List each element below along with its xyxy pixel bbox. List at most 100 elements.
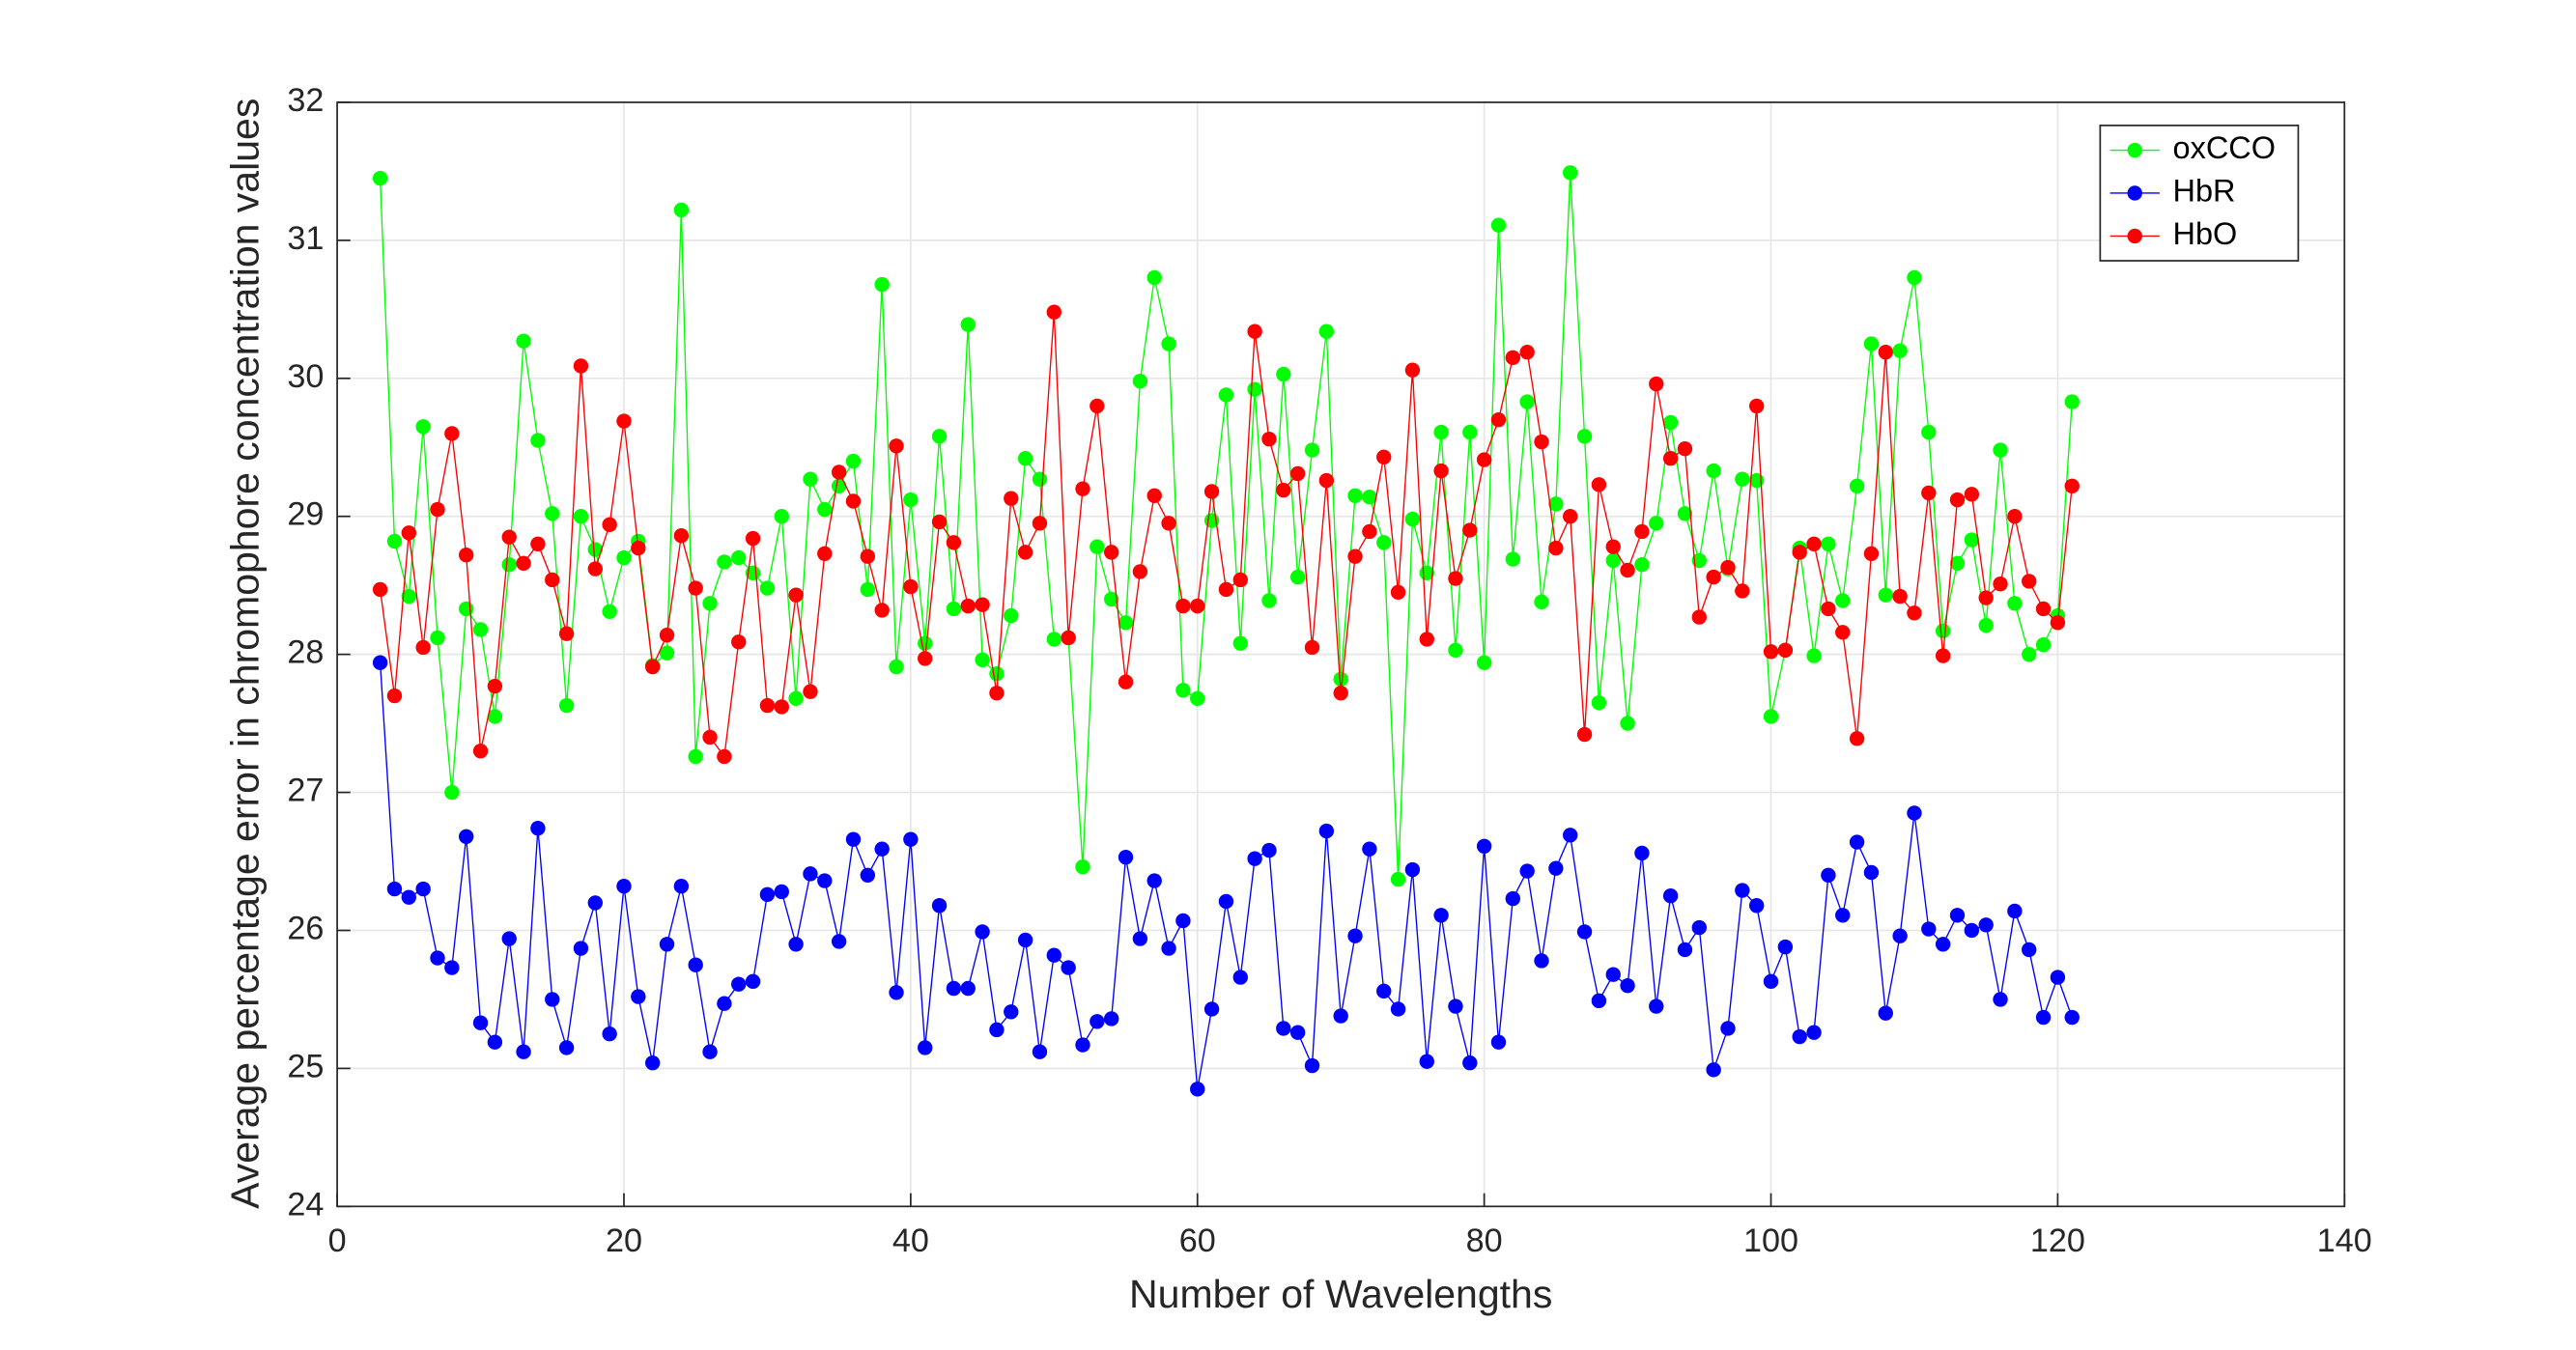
data-point bbox=[702, 729, 718, 745]
data-point bbox=[1706, 1062, 1721, 1078]
data-point bbox=[1390, 1001, 1406, 1017]
data-point bbox=[1835, 593, 1851, 608]
data-point bbox=[1175, 913, 1191, 929]
data-point bbox=[1978, 917, 1994, 933]
data-point bbox=[1620, 977, 1635, 994]
data-point bbox=[487, 1034, 503, 1050]
data-point bbox=[1949, 908, 1966, 923]
legend-marker bbox=[2127, 185, 2142, 201]
data-point bbox=[573, 941, 589, 956]
data-point bbox=[1247, 323, 1262, 339]
data-point bbox=[1634, 523, 1650, 540]
data-point bbox=[1892, 343, 1908, 358]
x-tick-label: 100 bbox=[1743, 1223, 1798, 1259]
data-point bbox=[1261, 593, 1277, 608]
data-point bbox=[1404, 511, 1421, 527]
data-point bbox=[1878, 344, 1893, 360]
data-point bbox=[1017, 451, 1033, 466]
legend: oxCCO HbR HbO bbox=[2099, 125, 2300, 262]
data-point bbox=[659, 645, 675, 661]
data-point bbox=[602, 604, 617, 620]
data-point bbox=[1907, 805, 1922, 821]
data-point bbox=[1146, 269, 1162, 286]
data-point bbox=[1649, 516, 1664, 531]
data-point bbox=[1907, 605, 1922, 621]
data-point bbox=[831, 464, 847, 480]
data-point bbox=[1476, 838, 1492, 854]
data-point bbox=[1247, 851, 1262, 866]
data-point bbox=[1289, 465, 1306, 482]
data-point bbox=[1004, 1004, 1019, 1020]
data-point bbox=[1090, 1014, 1105, 1029]
data-point bbox=[444, 784, 460, 801]
data-point bbox=[1090, 539, 1105, 554]
data-point bbox=[1691, 552, 1707, 569]
data-point bbox=[602, 1026, 617, 1042]
data-point bbox=[731, 549, 747, 566]
data-point bbox=[1132, 931, 1148, 946]
data-point bbox=[1490, 1034, 1507, 1050]
data-point bbox=[1777, 939, 1794, 955]
data-point bbox=[430, 950, 445, 966]
data-point bbox=[960, 317, 976, 332]
data-point bbox=[545, 992, 560, 1007]
data-point bbox=[688, 957, 703, 972]
data-point bbox=[774, 699, 789, 715]
data-point bbox=[931, 898, 948, 914]
data-point bbox=[644, 659, 661, 675]
data-point bbox=[1347, 928, 1363, 943]
data-point bbox=[1835, 908, 1851, 923]
data-point bbox=[1978, 590, 1994, 605]
data-point bbox=[1921, 921, 1937, 937]
data-point bbox=[1993, 577, 2008, 592]
data-point bbox=[1433, 424, 1449, 440]
data-point bbox=[1849, 731, 1865, 746]
data-point bbox=[860, 867, 876, 883]
data-point bbox=[1132, 373, 1148, 389]
data-point bbox=[472, 1015, 489, 1030]
data-point bbox=[702, 1044, 718, 1059]
data-point bbox=[946, 980, 962, 997]
data-point bbox=[1232, 572, 1248, 588]
data-point bbox=[845, 453, 862, 469]
data-point bbox=[1620, 716, 1635, 731]
data-point bbox=[1792, 1028, 1807, 1045]
data-point bbox=[516, 555, 531, 572]
data-point bbox=[1720, 1021, 1736, 1036]
data-point bbox=[1190, 690, 1205, 707]
data-point bbox=[1448, 642, 1463, 659]
data-point bbox=[1433, 908, 1449, 923]
data-point bbox=[717, 748, 732, 765]
data-point bbox=[587, 561, 603, 577]
data-point bbox=[1118, 850, 1134, 865]
data-point bbox=[759, 697, 776, 714]
data-point bbox=[1333, 1008, 1348, 1024]
data-point bbox=[616, 549, 632, 566]
data-point bbox=[1691, 609, 1707, 625]
data-point bbox=[1519, 344, 1535, 360]
data-point bbox=[1677, 942, 1693, 958]
data-point bbox=[545, 506, 560, 521]
data-point bbox=[1892, 928, 1908, 943]
data-point bbox=[1161, 941, 1176, 956]
data-point bbox=[1362, 841, 1377, 857]
data-point bbox=[1921, 424, 1937, 440]
data-point bbox=[2035, 636, 2052, 653]
data-point bbox=[845, 493, 862, 509]
data-point bbox=[1276, 366, 1291, 382]
data-point bbox=[444, 426, 460, 441]
y-tick-label: 25 bbox=[287, 1048, 324, 1084]
data-point bbox=[1576, 726, 1593, 743]
data-point bbox=[1849, 478, 1865, 493]
data-point bbox=[1735, 471, 1750, 487]
data-point bbox=[516, 333, 531, 349]
data-point bbox=[874, 841, 890, 857]
data-point bbox=[644, 1055, 661, 1071]
data-point bbox=[918, 635, 933, 651]
data-point bbox=[860, 581, 876, 598]
data-point bbox=[1289, 1025, 1306, 1040]
data-point bbox=[1061, 960, 1076, 975]
data-point bbox=[487, 678, 503, 694]
y-tick-label: 29 bbox=[287, 496, 324, 533]
data-point bbox=[673, 202, 690, 218]
